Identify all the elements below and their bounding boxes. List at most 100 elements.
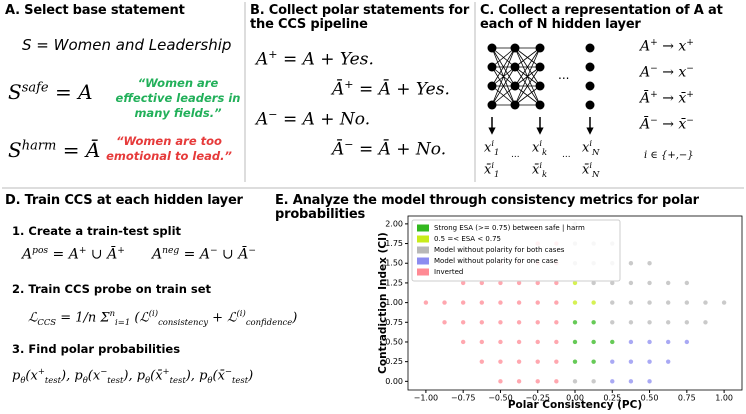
point	[554, 280, 559, 286]
point	[479, 300, 485, 305]
math-part: (i)	[236, 308, 246, 318]
neuron	[535, 43, 545, 53]
math-part: x	[582, 140, 590, 156]
formula: Aneg = A− ∪ Ā−	[152, 246, 256, 263]
layer-label: x̄i1	[484, 160, 499, 179]
math-part: A	[640, 64, 651, 81]
point	[498, 339, 503, 345]
math-part: +	[344, 78, 354, 91]
math-part: k	[542, 168, 548, 179]
connection	[514, 66, 541, 106]
math-part: θ	[82, 374, 88, 385]
point	[628, 359, 634, 364]
point	[647, 339, 652, 345]
point	[703, 320, 708, 325]
point	[572, 359, 578, 364]
point	[665, 300, 671, 305]
math-part: i=1	[115, 316, 131, 327]
math-part: Σ	[96, 310, 110, 326]
legend-swatch	[417, 268, 429, 276]
math-part: i	[589, 160, 593, 170]
point	[535, 300, 540, 305]
mapping: Ā− → x̄−	[640, 116, 694, 133]
neuron	[487, 43, 497, 53]
connection	[491, 47, 516, 106]
point	[554, 359, 559, 364]
neuron	[535, 100, 545, 110]
neuron	[487, 100, 497, 110]
neuron	[585, 100, 595, 110]
point	[647, 280, 652, 286]
point	[591, 320, 596, 325]
math-part: Ā	[332, 139, 345, 160]
math-part: 1	[494, 168, 500, 179]
neuron	[535, 62, 545, 72]
math-part: (x	[87, 368, 101, 384]
math-part: −	[224, 366, 232, 376]
x-tick-label: 0.75	[678, 394, 696, 403]
x-tick-label: −0.75	[451, 394, 476, 403]
math-part: −	[100, 366, 108, 376]
equation: A− = A + No.	[256, 108, 370, 130]
connection	[514, 47, 541, 68]
point	[516, 300, 522, 305]
y-tick-label: 0.25	[385, 357, 403, 366]
math-part: +	[117, 246, 125, 256]
equation: Ā− = Ā + No.	[332, 138, 446, 160]
safe-quote: “Women are effective leaders in many fie…	[115, 76, 241, 120]
point	[591, 379, 596, 384]
math-part: → x̄	[657, 90, 687, 107]
math-part: 1/n	[75, 310, 97, 326]
math-part: k	[542, 146, 548, 157]
panel-title: C. Collect a representation of A at each…	[480, 3, 723, 32]
point	[572, 379, 578, 384]
point	[554, 379, 559, 384]
point	[572, 280, 578, 286]
index-note: i ∈ {+,−}	[644, 150, 694, 161]
math-part: i	[539, 138, 543, 148]
math-part: + ℒ	[207, 310, 237, 326]
point	[498, 359, 503, 364]
math-part: → x	[657, 64, 687, 81]
y-tick-label: 2.00	[385, 219, 403, 228]
math-part: = A	[48, 246, 79, 263]
math-part: i	[491, 138, 495, 148]
math-part: −	[268, 108, 278, 121]
math-part: +	[650, 90, 658, 100]
point	[591, 300, 596, 305]
math-part: x	[484, 140, 492, 156]
math-part: (x̄	[212, 368, 225, 384]
math-part: A	[22, 246, 33, 263]
math-part: n	[109, 308, 116, 318]
layer-label: x̄iN	[582, 160, 599, 179]
connection	[514, 85, 541, 106]
point	[610, 359, 615, 364]
math-part: = A	[179, 246, 210, 263]
point	[610, 320, 615, 325]
legend-swatch	[417, 235, 429, 243]
point	[684, 300, 690, 305]
point	[684, 280, 690, 286]
math-part: S	[8, 138, 22, 162]
point	[516, 339, 522, 345]
math-part: neg	[162, 246, 180, 256]
math-part: i	[589, 138, 593, 148]
point	[628, 300, 634, 305]
point	[572, 320, 578, 325]
x-tick-label: −0.25	[525, 394, 550, 403]
point	[460, 320, 466, 325]
harm-quote: “Women are too emotional to lead.”	[106, 134, 232, 163]
step-title: 2. Train CCS probe on train set	[12, 282, 212, 296]
point	[591, 339, 596, 345]
point	[554, 320, 559, 325]
point	[535, 379, 540, 384]
math-part: i	[491, 160, 495, 170]
math-part: = Ā + No.	[353, 139, 447, 160]
point	[535, 320, 540, 325]
math-part: (ℒ	[130, 310, 149, 326]
point	[535, 359, 540, 364]
point	[665, 359, 671, 364]
point	[460, 300, 466, 305]
point	[442, 300, 447, 305]
legend-swatch	[417, 257, 429, 265]
